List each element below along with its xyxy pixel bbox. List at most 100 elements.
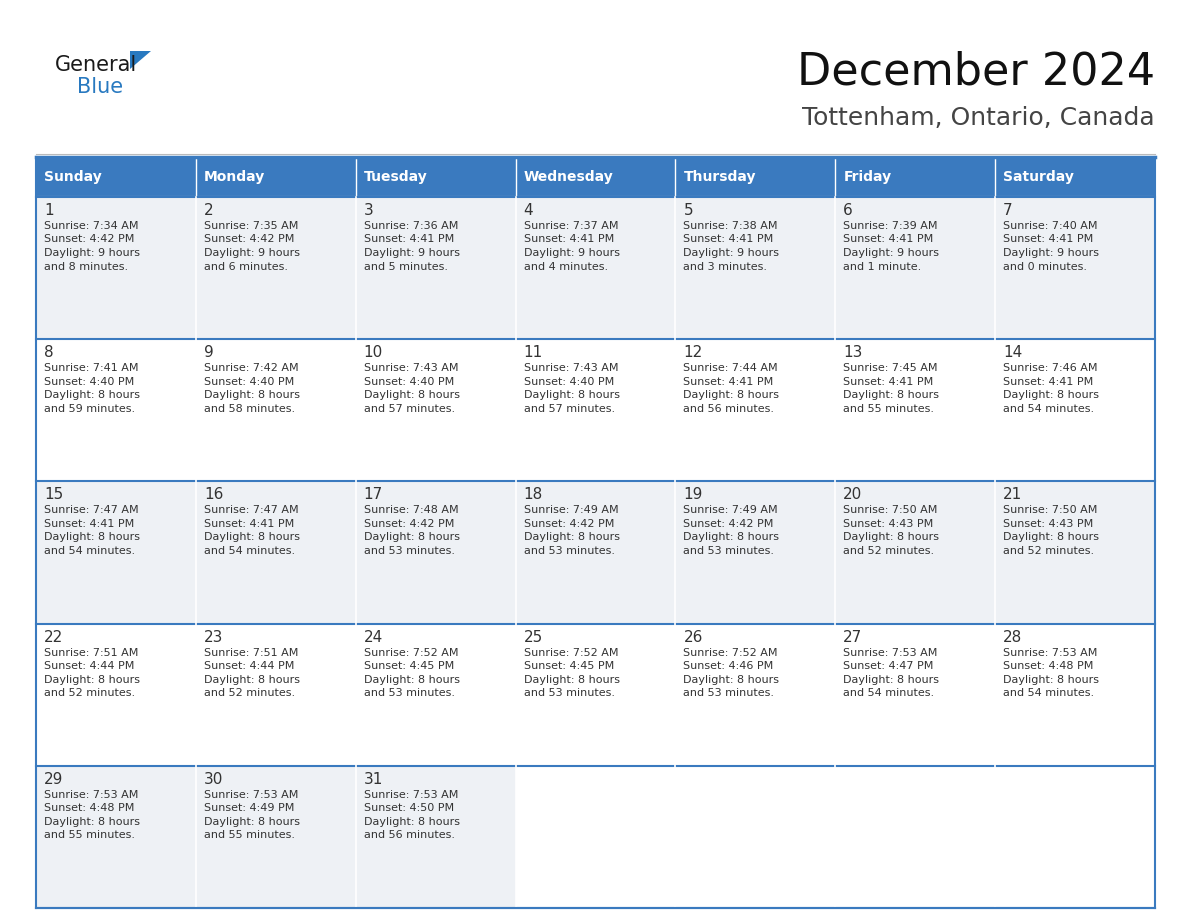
Text: and 53 minutes.: and 53 minutes. xyxy=(524,688,614,698)
Bar xyxy=(676,481,835,623)
Bar xyxy=(676,339,835,481)
Text: Sunset: 4:50 PM: Sunset: 4:50 PM xyxy=(364,803,454,813)
Text: Daylight: 8 hours: Daylight: 8 hours xyxy=(843,390,940,400)
Text: Sunset: 4:42 PM: Sunset: 4:42 PM xyxy=(204,234,295,244)
Bar xyxy=(196,157,355,197)
Text: Sunset: 4:48 PM: Sunset: 4:48 PM xyxy=(44,803,134,813)
Text: Sunrise: 7:39 AM: Sunrise: 7:39 AM xyxy=(843,221,937,231)
Text: and 56 minutes.: and 56 minutes. xyxy=(683,404,775,414)
Text: Sunrise: 7:50 AM: Sunrise: 7:50 AM xyxy=(1003,506,1098,515)
Text: 10: 10 xyxy=(364,345,383,360)
Text: Daylight: 8 hours: Daylight: 8 hours xyxy=(364,817,460,827)
Text: 31: 31 xyxy=(364,772,383,787)
Text: Sunset: 4:40 PM: Sunset: 4:40 PM xyxy=(524,376,614,386)
Bar xyxy=(196,197,355,339)
Text: Sunrise: 7:45 AM: Sunrise: 7:45 AM xyxy=(843,364,937,374)
Polygon shape xyxy=(129,51,151,69)
Text: 28: 28 xyxy=(1003,630,1023,644)
Bar xyxy=(355,157,516,197)
Bar xyxy=(36,197,196,339)
Text: 22: 22 xyxy=(44,630,63,644)
Text: 18: 18 xyxy=(524,487,543,502)
Text: 12: 12 xyxy=(683,345,702,360)
Text: and 53 minutes.: and 53 minutes. xyxy=(683,688,775,698)
Text: Sunrise: 7:36 AM: Sunrise: 7:36 AM xyxy=(364,221,459,231)
Text: 7: 7 xyxy=(1003,203,1012,218)
Bar xyxy=(196,766,355,908)
Text: Daylight: 9 hours: Daylight: 9 hours xyxy=(204,248,299,258)
Text: 13: 13 xyxy=(843,345,862,360)
Text: and 59 minutes.: and 59 minutes. xyxy=(44,404,135,414)
Text: Sunset: 4:45 PM: Sunset: 4:45 PM xyxy=(524,661,614,671)
Text: and 54 minutes.: and 54 minutes. xyxy=(1003,688,1094,698)
Text: Sunrise: 7:51 AM: Sunrise: 7:51 AM xyxy=(204,647,298,657)
Text: and 1 minute.: and 1 minute. xyxy=(843,262,922,272)
Text: and 54 minutes.: and 54 minutes. xyxy=(44,546,135,556)
Text: Sunrise: 7:37 AM: Sunrise: 7:37 AM xyxy=(524,221,618,231)
Bar xyxy=(996,197,1155,339)
Text: Sunday: Sunday xyxy=(44,170,102,184)
Text: and 52 minutes.: and 52 minutes. xyxy=(204,688,295,698)
Bar xyxy=(355,623,516,766)
Text: Sunset: 4:41 PM: Sunset: 4:41 PM xyxy=(683,234,773,244)
Text: Sunrise: 7:38 AM: Sunrise: 7:38 AM xyxy=(683,221,778,231)
Text: and 8 minutes.: and 8 minutes. xyxy=(44,262,128,272)
Bar xyxy=(196,481,355,623)
Bar xyxy=(676,623,835,766)
Text: 6: 6 xyxy=(843,203,853,218)
Text: Sunrise: 7:53 AM: Sunrise: 7:53 AM xyxy=(364,789,459,800)
Text: Tottenham, Ontario, Canada: Tottenham, Ontario, Canada xyxy=(802,106,1155,130)
Text: and 55 minutes.: and 55 minutes. xyxy=(204,830,295,840)
Text: Sunset: 4:43 PM: Sunset: 4:43 PM xyxy=(843,519,934,529)
Text: Sunrise: 7:40 AM: Sunrise: 7:40 AM xyxy=(1003,221,1098,231)
Text: Sunset: 4:44 PM: Sunset: 4:44 PM xyxy=(204,661,295,671)
Text: Daylight: 8 hours: Daylight: 8 hours xyxy=(204,532,299,543)
Text: Daylight: 9 hours: Daylight: 9 hours xyxy=(364,248,460,258)
Bar xyxy=(516,157,676,197)
Text: Sunrise: 7:49 AM: Sunrise: 7:49 AM xyxy=(683,506,778,515)
Text: Daylight: 8 hours: Daylight: 8 hours xyxy=(524,532,620,543)
Text: Sunrise: 7:47 AM: Sunrise: 7:47 AM xyxy=(204,506,298,515)
Text: and 4 minutes.: and 4 minutes. xyxy=(524,262,608,272)
Text: Daylight: 8 hours: Daylight: 8 hours xyxy=(843,532,940,543)
Text: and 53 minutes.: and 53 minutes. xyxy=(683,546,775,556)
Bar xyxy=(996,157,1155,197)
Text: Daylight: 8 hours: Daylight: 8 hours xyxy=(44,675,140,685)
Bar xyxy=(516,197,676,339)
Text: Daylight: 8 hours: Daylight: 8 hours xyxy=(44,532,140,543)
Text: Blue: Blue xyxy=(77,77,124,97)
Text: Sunrise: 7:43 AM: Sunrise: 7:43 AM xyxy=(364,364,459,374)
Text: and 54 minutes.: and 54 minutes. xyxy=(204,546,295,556)
Text: Wednesday: Wednesday xyxy=(524,170,613,184)
Bar xyxy=(516,481,676,623)
Text: Daylight: 8 hours: Daylight: 8 hours xyxy=(524,675,620,685)
Text: Monday: Monday xyxy=(204,170,265,184)
Text: Sunset: 4:47 PM: Sunset: 4:47 PM xyxy=(843,661,934,671)
Text: Sunset: 4:41 PM: Sunset: 4:41 PM xyxy=(364,234,454,244)
Text: Sunrise: 7:52 AM: Sunrise: 7:52 AM xyxy=(364,647,459,657)
Text: and 52 minutes.: and 52 minutes. xyxy=(44,688,135,698)
Bar xyxy=(835,623,996,766)
Text: and 54 minutes.: and 54 minutes. xyxy=(1003,404,1094,414)
Text: 8: 8 xyxy=(44,345,53,360)
Text: Daylight: 8 hours: Daylight: 8 hours xyxy=(204,817,299,827)
Text: Sunrise: 7:51 AM: Sunrise: 7:51 AM xyxy=(44,647,138,657)
Text: and 53 minutes.: and 53 minutes. xyxy=(364,688,455,698)
Text: Sunrise: 7:46 AM: Sunrise: 7:46 AM xyxy=(1003,364,1098,374)
Text: and 52 minutes.: and 52 minutes. xyxy=(1003,546,1094,556)
Text: Daylight: 8 hours: Daylight: 8 hours xyxy=(364,532,460,543)
Text: Sunset: 4:42 PM: Sunset: 4:42 PM xyxy=(683,519,773,529)
Bar xyxy=(996,481,1155,623)
Bar xyxy=(196,339,355,481)
Bar xyxy=(835,339,996,481)
Text: Tuesday: Tuesday xyxy=(364,170,428,184)
Text: Sunrise: 7:35 AM: Sunrise: 7:35 AM xyxy=(204,221,298,231)
Text: Sunset: 4:42 PM: Sunset: 4:42 PM xyxy=(44,234,134,244)
Text: 15: 15 xyxy=(44,487,63,502)
Text: Daylight: 8 hours: Daylight: 8 hours xyxy=(204,675,299,685)
Text: and 6 minutes.: and 6 minutes. xyxy=(204,262,287,272)
Bar xyxy=(516,339,676,481)
Text: Sunset: 4:41 PM: Sunset: 4:41 PM xyxy=(204,519,295,529)
Text: Sunset: 4:41 PM: Sunset: 4:41 PM xyxy=(524,234,614,244)
Text: Sunrise: 7:49 AM: Sunrise: 7:49 AM xyxy=(524,506,618,515)
